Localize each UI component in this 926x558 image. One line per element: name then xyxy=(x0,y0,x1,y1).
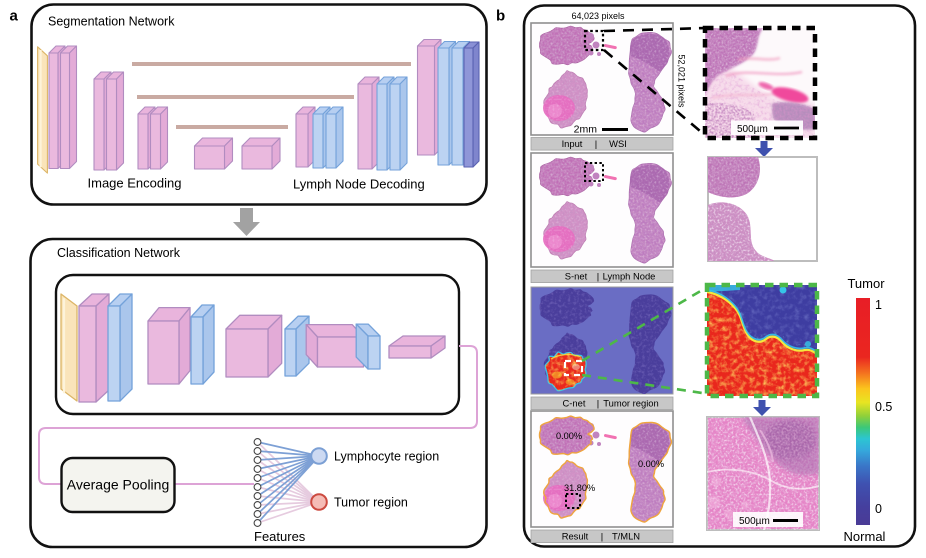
svg-text:500µm: 500µm xyxy=(739,516,770,527)
svg-text:Classification Network: Classification Network xyxy=(57,246,181,260)
svg-text:Features: Features xyxy=(254,529,306,544)
svg-text:Tumor: Tumor xyxy=(847,276,885,291)
svg-text:0.00%: 0.00% xyxy=(638,459,664,469)
svg-text:52,021 pixels: 52,021 pixels xyxy=(677,54,687,108)
svg-text:500µm: 500µm xyxy=(737,124,768,135)
svg-text:S-net|Lymph Node: S-net | Lymph Node xyxy=(565,271,656,282)
svg-text:Average Pooling: Average Pooling xyxy=(67,477,169,493)
svg-text:Lymph Node Decoding: Lymph Node Decoding xyxy=(293,177,425,192)
svg-text:1: 1 xyxy=(875,298,882,312)
svg-text:0.00%: 0.00% xyxy=(556,431,582,441)
svg-text:31.80%: 31.80% xyxy=(564,483,595,493)
svg-text:0: 0 xyxy=(875,502,882,516)
svg-text:Result|T/MLN: Result | T/MLN xyxy=(562,531,640,542)
svg-text:Tumor region: Tumor region xyxy=(334,496,408,510)
svg-text:b: b xyxy=(496,8,505,25)
svg-text:Segmentation Network: Segmentation Network xyxy=(48,15,175,29)
svg-text:0.5: 0.5 xyxy=(875,400,892,414)
svg-text:a: a xyxy=(10,8,19,25)
svg-text:C-net|Tumor region: C-net | Tumor region xyxy=(563,398,659,409)
svg-text:Lymphocyte region: Lymphocyte region xyxy=(334,450,439,464)
svg-text:Input|WSI: Input | WSI xyxy=(562,138,627,149)
svg-text:2mm: 2mm xyxy=(574,124,598,136)
svg-text:Image Encoding: Image Encoding xyxy=(88,176,182,191)
svg-text:64,023 pixels: 64,023 pixels xyxy=(571,11,625,21)
svg-text:Normal: Normal xyxy=(844,529,886,544)
